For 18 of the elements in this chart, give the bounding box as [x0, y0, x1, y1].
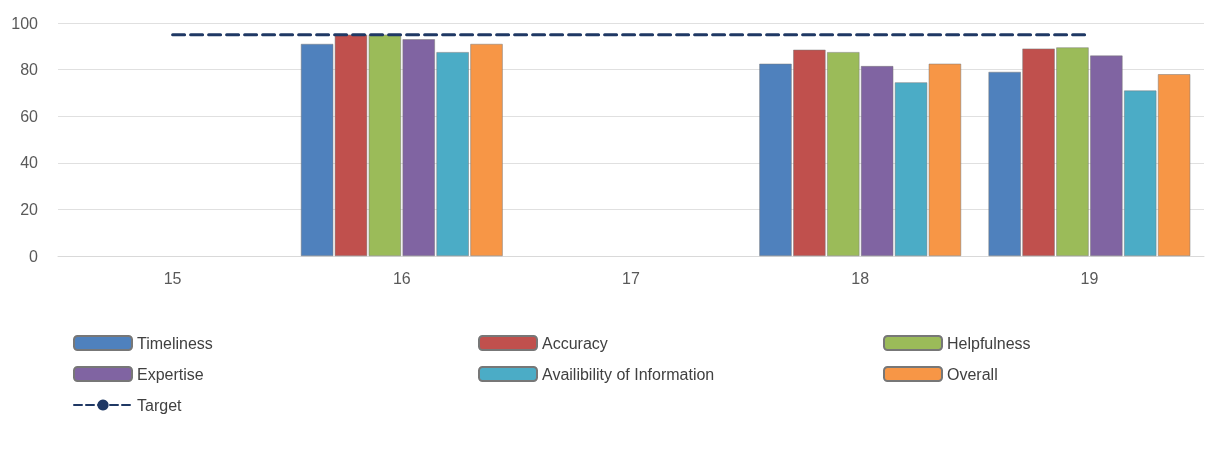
legend-label: Availibility of Information — [542, 365, 715, 383]
legend-label: Timeliness — [137, 334, 213, 352]
y-tick-label: 0 — [29, 247, 39, 265]
legend-label: Overall — [947, 365, 998, 383]
x-tick-label: 17 — [622, 269, 640, 287]
y-tick-label: 20 — [20, 200, 39, 218]
legend-label: Expertise — [137, 365, 204, 383]
legend-label: Accuracy — [542, 334, 608, 352]
legend-label: Target — [137, 396, 183, 414]
y-tick-label: 80 — [20, 61, 39, 79]
y-tick-label: 60 — [20, 107, 39, 125]
x-tick-label: 16 — [392, 269, 411, 287]
y-tick-label: 100 — [11, 14, 39, 32]
x-tick-label: 15 — [163, 269, 182, 287]
x-tick-label: 19 — [1080, 269, 1099, 287]
y-tick-label: 40 — [20, 154, 39, 172]
x-tick-label: 18 — [851, 269, 870, 287]
legend-label: Helpfulness — [947, 334, 1031, 352]
